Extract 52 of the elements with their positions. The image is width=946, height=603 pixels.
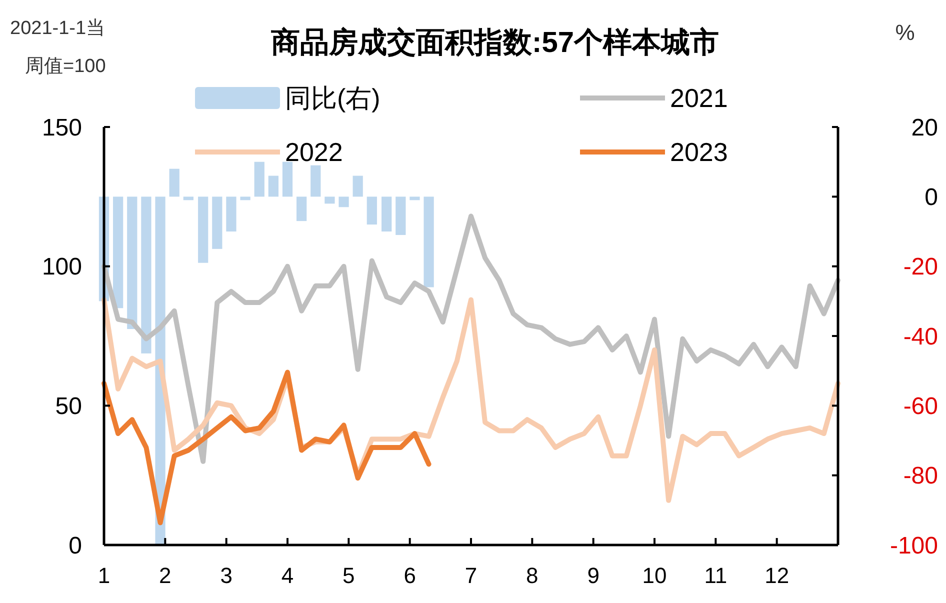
y2-tick-label: 20	[911, 114, 938, 142]
bar	[310, 165, 321, 197]
x-tick-label: 4	[281, 563, 294, 588]
text: %	[895, 20, 915, 45]
x-tick-label: 6	[404, 563, 416, 588]
chart-title: 商品房成交面积指数:57个样本城市	[270, 26, 719, 59]
bar	[141, 196, 152, 354]
y-tick-label: 150	[42, 114, 82, 142]
x-tick-label: 11	[704, 563, 728, 588]
x-tick-label: 9	[587, 563, 600, 588]
bar	[198, 196, 208, 263]
y2-tick-label: -20	[903, 254, 938, 281]
y2-tick-label: -100	[890, 532, 938, 560]
bar	[240, 196, 250, 200]
y-tick-label: 100	[42, 254, 82, 281]
legend-label: 同比(右)	[285, 83, 380, 114]
bar	[424, 196, 434, 288]
legend-label: 2022	[285, 137, 343, 168]
bar	[268, 176, 278, 197]
bar	[338, 196, 349, 208]
bar	[296, 196, 307, 222]
x-tick-label: 10	[642, 563, 667, 588]
x-tick-label: 5	[342, 563, 355, 588]
bar	[366, 196, 377, 225]
x-tick-label: 7	[464, 563, 478, 588]
bar	[212, 196, 222, 249]
legend-label: 2023	[670, 137, 728, 168]
bar	[352, 176, 363, 197]
bar	[410, 196, 420, 200]
bar	[113, 196, 124, 308]
y2-tick-label: 0	[924, 184, 938, 212]
y2-tick-label: -60	[903, 393, 938, 420]
y-tick-label: 50	[55, 393, 82, 420]
bar	[382, 196, 392, 232]
x-tick-label: 12	[764, 563, 790, 588]
bar	[183, 196, 194, 200]
text: 2021-1-1当周值=100	[10, 18, 106, 77]
bar	[127, 196, 138, 330]
bar	[396, 196, 406, 235]
bar	[282, 162, 293, 197]
y-tick-label: 0	[68, 532, 82, 560]
y2-tick-label: -80	[903, 462, 938, 490]
x-tick-label: 8	[526, 563, 538, 588]
bar	[324, 196, 335, 204]
bar	[226, 196, 236, 232]
bar	[169, 168, 180, 197]
x-tick-label: 1	[98, 563, 110, 588]
legend-label: 2021	[670, 83, 728, 114]
x-tick-label: 2	[159, 563, 172, 588]
bar	[254, 162, 264, 197]
y2-tick-label: -40	[903, 323, 938, 350]
x-tick-label: 3	[220, 563, 232, 588]
